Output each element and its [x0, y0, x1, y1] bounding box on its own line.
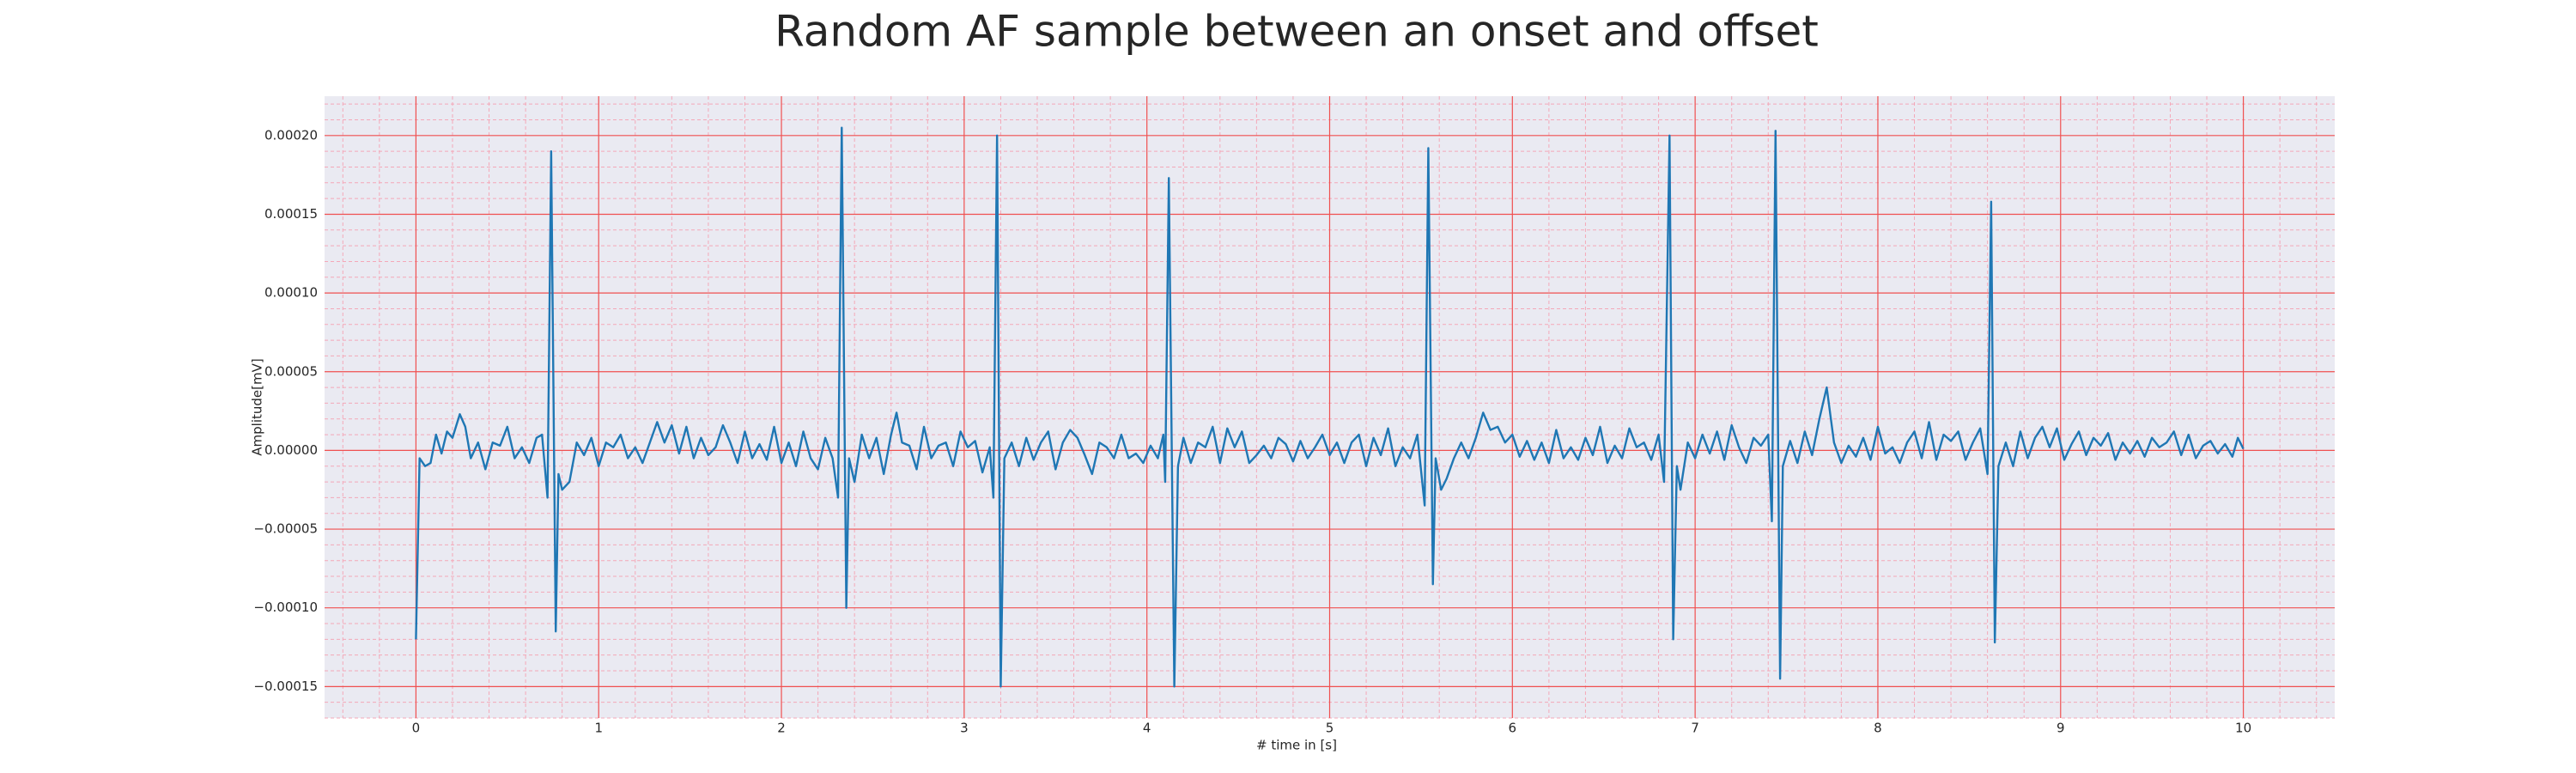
y-tick-label: −0.00010 [253, 600, 318, 615]
x-tick-label: 8 [1874, 721, 1882, 736]
x-tick-label: 2 [777, 721, 786, 736]
x-tick-label: 0 [412, 721, 421, 736]
y-tick-label: −0.00015 [253, 679, 318, 694]
y-tick-label: 0.00020 [264, 127, 318, 143]
x-tick-label: 7 [1691, 721, 1699, 736]
y-tick-label: 0.00005 [264, 363, 318, 379]
chart-title: Random AF sample between an onset and of… [775, 7, 1819, 57]
y-axis-label: Amplitude[mV] [250, 358, 265, 455]
y-tick-label: 0.00015 [264, 206, 318, 222]
x-tick-label: 3 [960, 721, 969, 736]
signal-line [415, 126, 2245, 688]
x-tick-label: 10 [2235, 721, 2251, 736]
x-tick-label: 5 [1326, 721, 1334, 736]
x-axis-label: # time in [s] [1256, 738, 1337, 753]
x-tick-label: 9 [2057, 721, 2065, 736]
y-tick-label: −0.00005 [253, 521, 318, 537]
x-tick-label: 1 [594, 721, 603, 736]
x-tick-label: 6 [1509, 721, 1517, 736]
x-tick-label: 4 [1143, 721, 1151, 736]
y-tick-label: 0.00010 [264, 285, 318, 301]
y-tick-label: 0.00000 [264, 442, 318, 458]
